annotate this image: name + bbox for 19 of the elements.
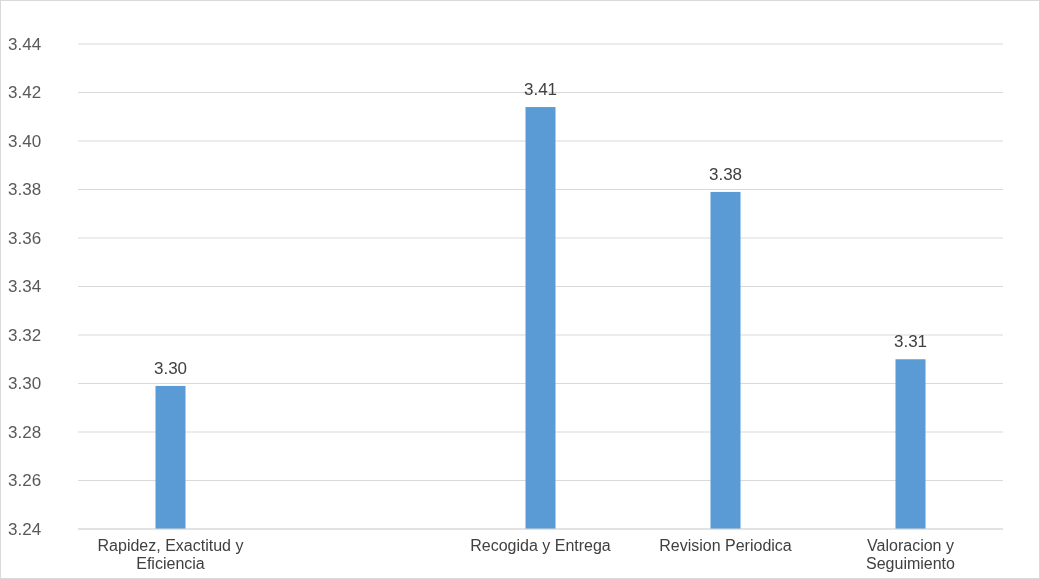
data-label: 3.41 [523,80,558,100]
x-tick-label: Recogida y Entrega [470,537,611,554]
x-tick-label: Valoracion y Seguimiento [866,537,956,572]
data-label: 3.31 [893,332,928,352]
x-tick-label: Rapidez, Exactitud y Eficiencia [97,537,244,572]
x-tick-label: Revision Periodica [659,537,792,554]
y-tick-label: 3.24 [8,519,42,539]
y-tick-label: 3.36 [8,228,42,248]
data-label: 3.38 [708,164,743,184]
y-tick-label: 3.38 [8,180,42,200]
y-tick-label: 3.32 [8,325,42,345]
y-tick-label: 3.30 [8,374,42,394]
y-tick-label: 3.26 [8,471,42,491]
y-tick-label: 3.44 [8,34,42,54]
data-label: 3.30 [153,358,188,378]
y-tick-label: 3.34 [8,277,42,297]
y-tick-label: 3.28 [8,422,42,442]
y-tick-label: 3.42 [8,83,42,103]
y-tick-label: 3.40 [8,131,42,151]
